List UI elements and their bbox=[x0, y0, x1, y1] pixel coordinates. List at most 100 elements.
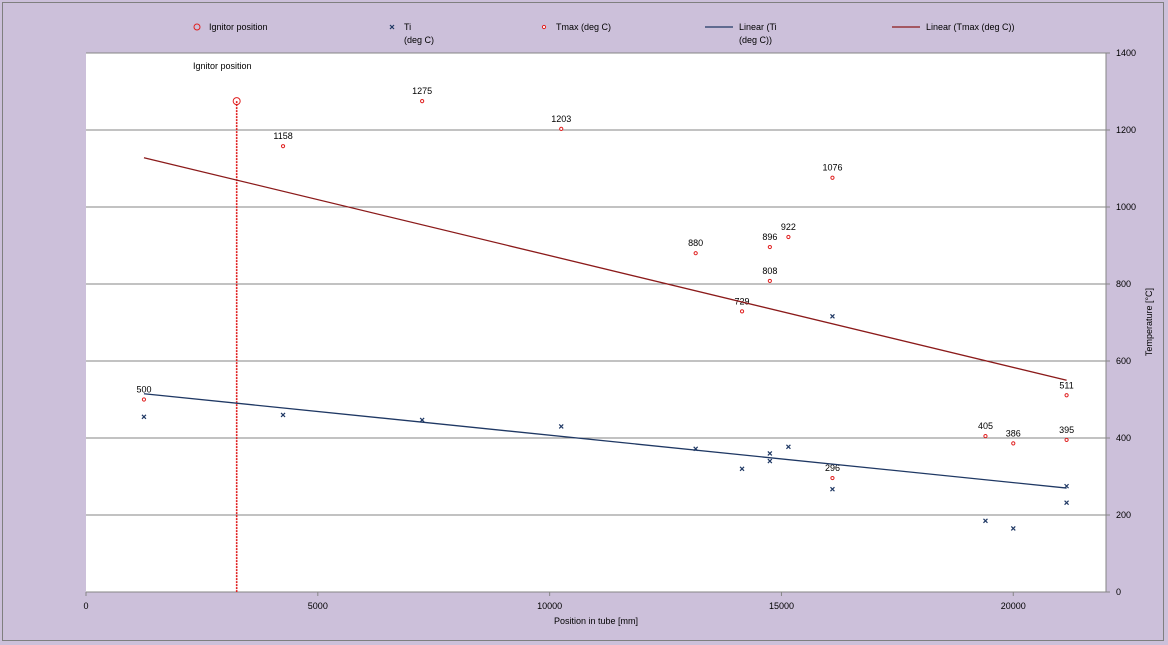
y-tick-label: 600 bbox=[1116, 356, 1131, 366]
ti-point bbox=[1064, 500, 1070, 506]
ti-point bbox=[983, 518, 988, 524]
ti-point bbox=[419, 417, 425, 423]
legend-x-key bbox=[389, 24, 395, 30]
x-marker-stroke bbox=[739, 466, 745, 472]
x-tick-labels: 0 5000 10000 15000 20000 bbox=[83, 601, 1025, 611]
ti-point bbox=[739, 466, 745, 472]
legend-entry-0: Ignitor position bbox=[193, 22, 268, 32]
x-marker-stroke bbox=[1064, 500, 1070, 506]
tmax-point bbox=[786, 234, 791, 240]
x-axis-title: Position in tube [mm] bbox=[554, 616, 638, 626]
tmax-data-label: 296 bbox=[825, 463, 840, 473]
tmax-point bbox=[1064, 437, 1069, 443]
legend-circle-key bbox=[193, 23, 201, 31]
tmax-data-label: 500 bbox=[136, 385, 151, 395]
tmax-data-label: 395 bbox=[1059, 425, 1074, 435]
tmax-point bbox=[693, 251, 698, 256]
legend-label: Linear (Ti bbox=[739, 22, 777, 32]
legend-dot-key bbox=[541, 24, 547, 30]
tmax-data-label: 511 bbox=[1059, 380, 1073, 390]
ti-point bbox=[830, 313, 835, 319]
ti-point bbox=[767, 458, 773, 464]
ti-point bbox=[767, 450, 773, 456]
x-tick-label: 5000 bbox=[308, 601, 328, 611]
ti-point bbox=[830, 486, 835, 492]
legend-label: Tmax (deg C) bbox=[556, 22, 611, 32]
series-0 bbox=[232, 97, 241, 592]
legend-label: Ti bbox=[404, 22, 411, 32]
tmax-point bbox=[739, 309, 745, 314]
tmax-point bbox=[830, 175, 835, 180]
x-marker-stroke bbox=[830, 313, 835, 319]
tmax-point bbox=[559, 126, 564, 131]
y-tick-label: 400 bbox=[1116, 433, 1131, 443]
tmax-data-label: 808 bbox=[762, 266, 777, 276]
x-marker-stroke bbox=[1010, 526, 1016, 531]
legend-entry-4: Linear (Tmax (deg C)) bbox=[892, 22, 1015, 32]
y-tick-label: 1200 bbox=[1116, 125, 1136, 135]
series-layer: 5001158127512038807298088969221076296405… bbox=[136, 86, 1074, 592]
plot-area bbox=[86, 53, 1106, 592]
tmax-data-label: 880 bbox=[688, 238, 703, 248]
series-4 bbox=[143, 157, 1067, 381]
x-marker-stroke bbox=[558, 424, 564, 429]
tmax-data-label: 1275 bbox=[412, 86, 432, 96]
x-marker-stroke bbox=[830, 486, 835, 492]
tmax-point bbox=[767, 244, 772, 250]
x-marker-stroke bbox=[419, 417, 425, 423]
ti-point bbox=[785, 444, 791, 450]
tmax-data-label: 1203 bbox=[551, 114, 571, 124]
x-marker-stroke bbox=[389, 24, 395, 30]
series-1 bbox=[141, 313, 1070, 531]
legend-entry-1: Ti (deg C) bbox=[389, 22, 434, 45]
tmax-point bbox=[983, 433, 988, 439]
legend-label: Linear (Tmax (deg C)) bbox=[926, 22, 1015, 32]
series-3 bbox=[143, 393, 1067, 489]
x-marker-stroke bbox=[785, 444, 791, 450]
tmax-point bbox=[767, 278, 772, 284]
y-tick-label: 0 bbox=[1116, 587, 1121, 597]
tmax-point bbox=[420, 99, 425, 104]
x-tick-label: 20000 bbox=[1001, 601, 1026, 611]
tmax-data-label: 1076 bbox=[822, 163, 842, 173]
trendline bbox=[143, 393, 1067, 489]
axes bbox=[85, 52, 1110, 596]
y-tick-label: 1400 bbox=[1116, 48, 1136, 58]
tmax-data-label: 386 bbox=[1006, 428, 1021, 438]
y-tick-label: 200 bbox=[1116, 510, 1131, 520]
x-tick-label: 15000 bbox=[769, 601, 794, 611]
tmax-point bbox=[1064, 393, 1069, 398]
x-marker-stroke bbox=[280, 412, 286, 418]
ignitor-point bbox=[232, 97, 241, 106]
legend-label: (deg C)) bbox=[739, 35, 772, 45]
x-tick-label: 10000 bbox=[537, 601, 562, 611]
ti-point bbox=[1010, 526, 1016, 531]
tmax-data-label: 405 bbox=[978, 421, 993, 431]
tmax-point bbox=[830, 475, 835, 481]
trendline bbox=[143, 157, 1067, 381]
y-tick-label: 1000 bbox=[1116, 202, 1136, 212]
x-tick-label: 0 bbox=[83, 601, 88, 611]
tmax-point bbox=[280, 144, 286, 149]
tmax-data-label: 1158 bbox=[273, 131, 292, 141]
x-marker-stroke bbox=[767, 450, 773, 456]
x-marker-stroke bbox=[141, 414, 147, 420]
legend-entry-2: Tmax (deg C) bbox=[541, 22, 611, 32]
ti-point bbox=[141, 414, 147, 420]
ti-point bbox=[280, 412, 286, 418]
legend-label: (deg C) bbox=[404, 35, 434, 45]
legend-entry-3: Linear (Ti (deg C)) bbox=[705, 22, 777, 45]
x-marker-stroke bbox=[767, 458, 773, 464]
y-tick-labels: 0 200 400 600 800 1000 1200 1400 bbox=[1116, 48, 1136, 597]
tmax-data-label: 896 bbox=[762, 232, 777, 242]
tmax-point bbox=[141, 397, 147, 402]
x-marker-stroke bbox=[983, 518, 988, 524]
tmax-point bbox=[1011, 441, 1016, 446]
tmax-data-label: 922 bbox=[781, 222, 796, 232]
legend: Ignitor position Ti (deg C) Tmax (deg C) Lin… bbox=[193, 22, 1015, 45]
y-axis-title: Temperature [°C] bbox=[1144, 288, 1154, 356]
y-tick-label: 800 bbox=[1116, 279, 1131, 289]
ignitor-annotation: Ignitor position bbox=[193, 61, 252, 71]
legend-label: Ignitor position bbox=[209, 22, 268, 32]
